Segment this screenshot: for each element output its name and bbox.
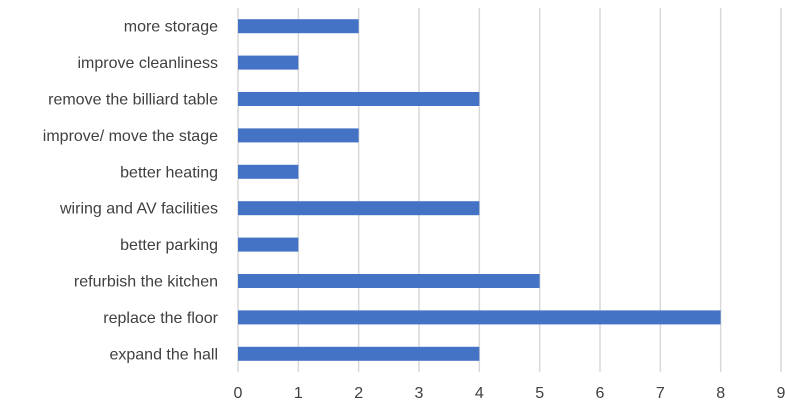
x-tick-label: 3 (415, 385, 424, 402)
bar (238, 201, 480, 216)
bar (238, 128, 359, 143)
bar (238, 310, 721, 325)
category-label: refurbish the kitchen (74, 274, 218, 291)
bar-layer (238, 19, 721, 361)
category-label: better heating (120, 164, 218, 181)
bar (238, 55, 299, 70)
category-labels: more storage improve cleanliness remove th… (43, 19, 219, 364)
x-tick-label: 7 (656, 385, 665, 402)
bar (238, 237, 299, 252)
bar (238, 274, 540, 288)
category-label: more storage (124, 19, 218, 36)
category-label: expand the hall (109, 346, 218, 363)
bar (238, 92, 480, 106)
x-tick-label: 6 (596, 385, 605, 402)
category-label: better parking (120, 237, 218, 254)
x-tick-label: 1 (294, 385, 303, 402)
category-label: improve/ move the stage (43, 128, 218, 145)
category-label: replace the floor (103, 310, 218, 327)
x-tick-label: 4 (475, 385, 484, 402)
x-tick-label: 5 (535, 385, 544, 402)
bar (238, 164, 299, 179)
x-tick-label: 0 (234, 385, 243, 402)
category-label: improve cleanliness (77, 55, 218, 72)
x-tick-label: 2 (354, 385, 363, 402)
category-label: wiring and AV facilities (59, 201, 218, 218)
x-tick-label: 9 (777, 385, 785, 402)
bar (238, 346, 480, 361)
bar (238, 19, 359, 34)
x-tick-label: 8 (716, 385, 725, 402)
x-tick-labels: 0 1 2 3 4 5 6 7 8 9 (234, 385, 785, 402)
category-label: remove the billiard table (48, 92, 218, 109)
